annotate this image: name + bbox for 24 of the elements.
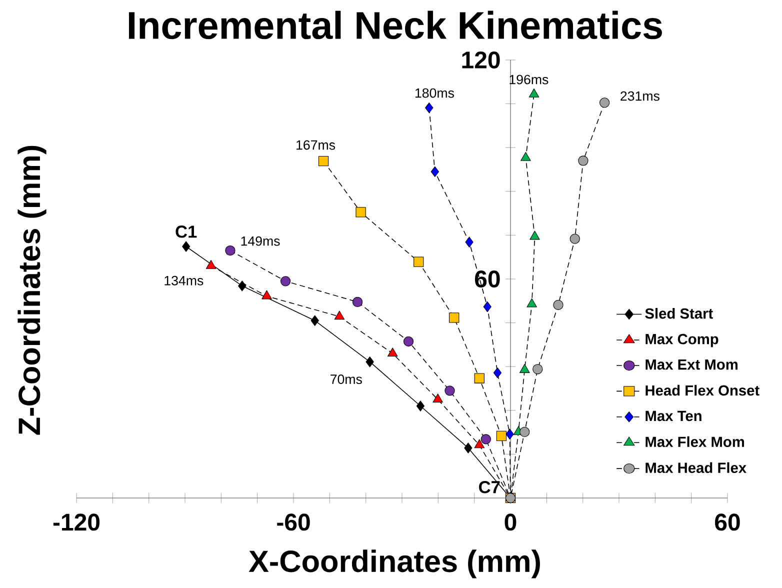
annotation: 196ms [510, 74, 548, 84]
x-tick-label: 0 [504, 514, 516, 531]
legend-label: Max Ext Mom [646, 359, 738, 370]
x-tick-label: 60 [715, 514, 740, 531]
y-tick-label: 120 [462, 51, 500, 68]
x-tick-label: -60 [277, 514, 310, 531]
annotation: 134ms [164, 276, 204, 286]
legend-label: Max Comp [646, 334, 718, 348]
annotation: 180ms [415, 88, 454, 98]
annotation: 149ms [241, 236, 280, 246]
annotation: C7 [479, 481, 500, 494]
legend-label: Sled Start [645, 308, 713, 319]
annotation: 231ms [620, 91, 660, 101]
x-axis-title: X-Coordinates (mm) [248, 550, 540, 578]
legend-label: Max Ten [646, 410, 702, 422]
y-axis-title: Z-Coordinates (mm) [18, 146, 46, 435]
legend-label: Max Flex Mom [646, 436, 744, 448]
legend-label: Head Flex Onset [646, 384, 760, 396]
legend-label: Max Head Flex [646, 462, 746, 474]
annotation: 70ms [330, 374, 362, 384]
annotation: C1 [176, 226, 197, 238]
chart-title: Incremental Neck Kinematics [128, 10, 662, 40]
annotation: 167ms [296, 140, 336, 150]
x-tick-label: -120 [53, 514, 100, 531]
